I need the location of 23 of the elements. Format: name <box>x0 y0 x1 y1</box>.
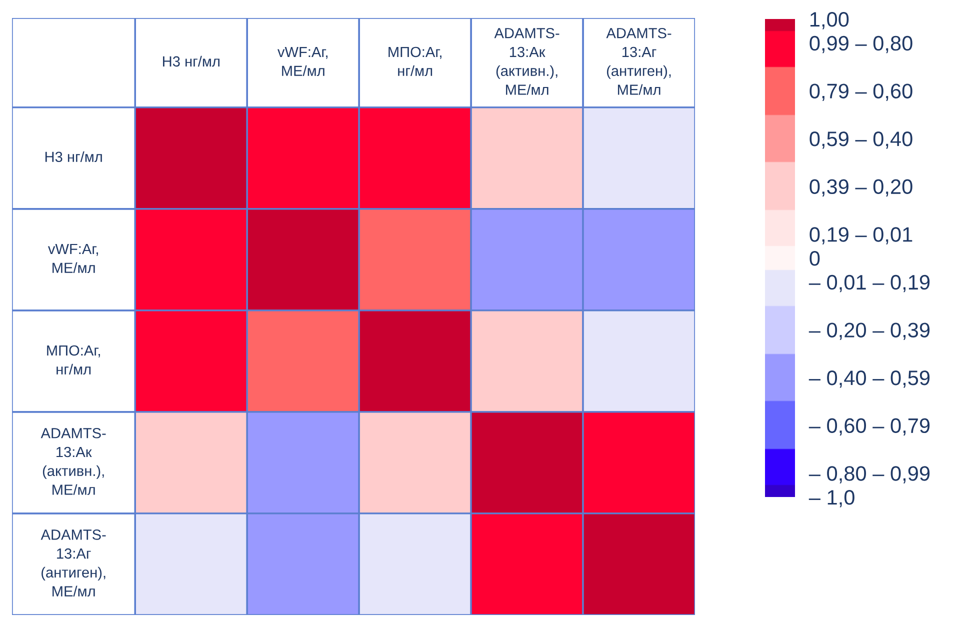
x-tick-label: ADAMTS- 13:Аг (антиген), МЕ/мл <box>606 28 672 95</box>
color-bar-label: 0,19 – 0,01 <box>810 227 912 244</box>
y-tick-label: Н3 нг/мл <box>45 151 102 162</box>
x-tick-label: МПО:Аг, нг/мл <box>388 46 442 76</box>
color-bar-label: 0,99 – 0,80 <box>810 36 912 54</box>
x-tick-label: Н3 нг/мл <box>163 56 220 67</box>
color-bar-label: 0,39 – 0,20 <box>810 179 912 197</box>
x-tick-label: vWF:Аг, МЕ/мл <box>278 46 328 76</box>
x-tick-label: ADAMTS- 13:Ак (активн.), МЕ/мл <box>494 28 560 95</box>
color-bar-label: 1,00 <box>810 12 849 30</box>
y-tick-label: ADAMTS- 13:Ак (активн.), МЕ/мл <box>40 428 106 495</box>
color-bar-label: – 0,60 – 0,79 <box>808 418 930 436</box>
color-bar-label: – 0,20 – 0,39 <box>808 322 930 340</box>
color-bar-label: – 0,01 – 0,19 <box>808 274 930 292</box>
color-bar-label: 0,59 – 0,40 <box>810 132 912 149</box>
color-bar-label: – 1,0 <box>808 490 854 508</box>
color-bar-label: – 0,80 – 0,99 <box>808 466 930 484</box>
color-bar-label: – 0,40 – 0,59 <box>808 370 930 388</box>
color-bar-label: 0 <box>810 251 820 266</box>
y-tick-label: vWF:Аг, МЕ/мл <box>48 244 98 273</box>
y-tick-label: ADAMTS- 13:Аг (антиген), МЕ/мл <box>40 530 106 596</box>
color-bar-label: 0,79 – 0,60 <box>810 84 912 101</box>
y-tick-label: МПО:Аг, нг/мл <box>47 345 100 375</box>
